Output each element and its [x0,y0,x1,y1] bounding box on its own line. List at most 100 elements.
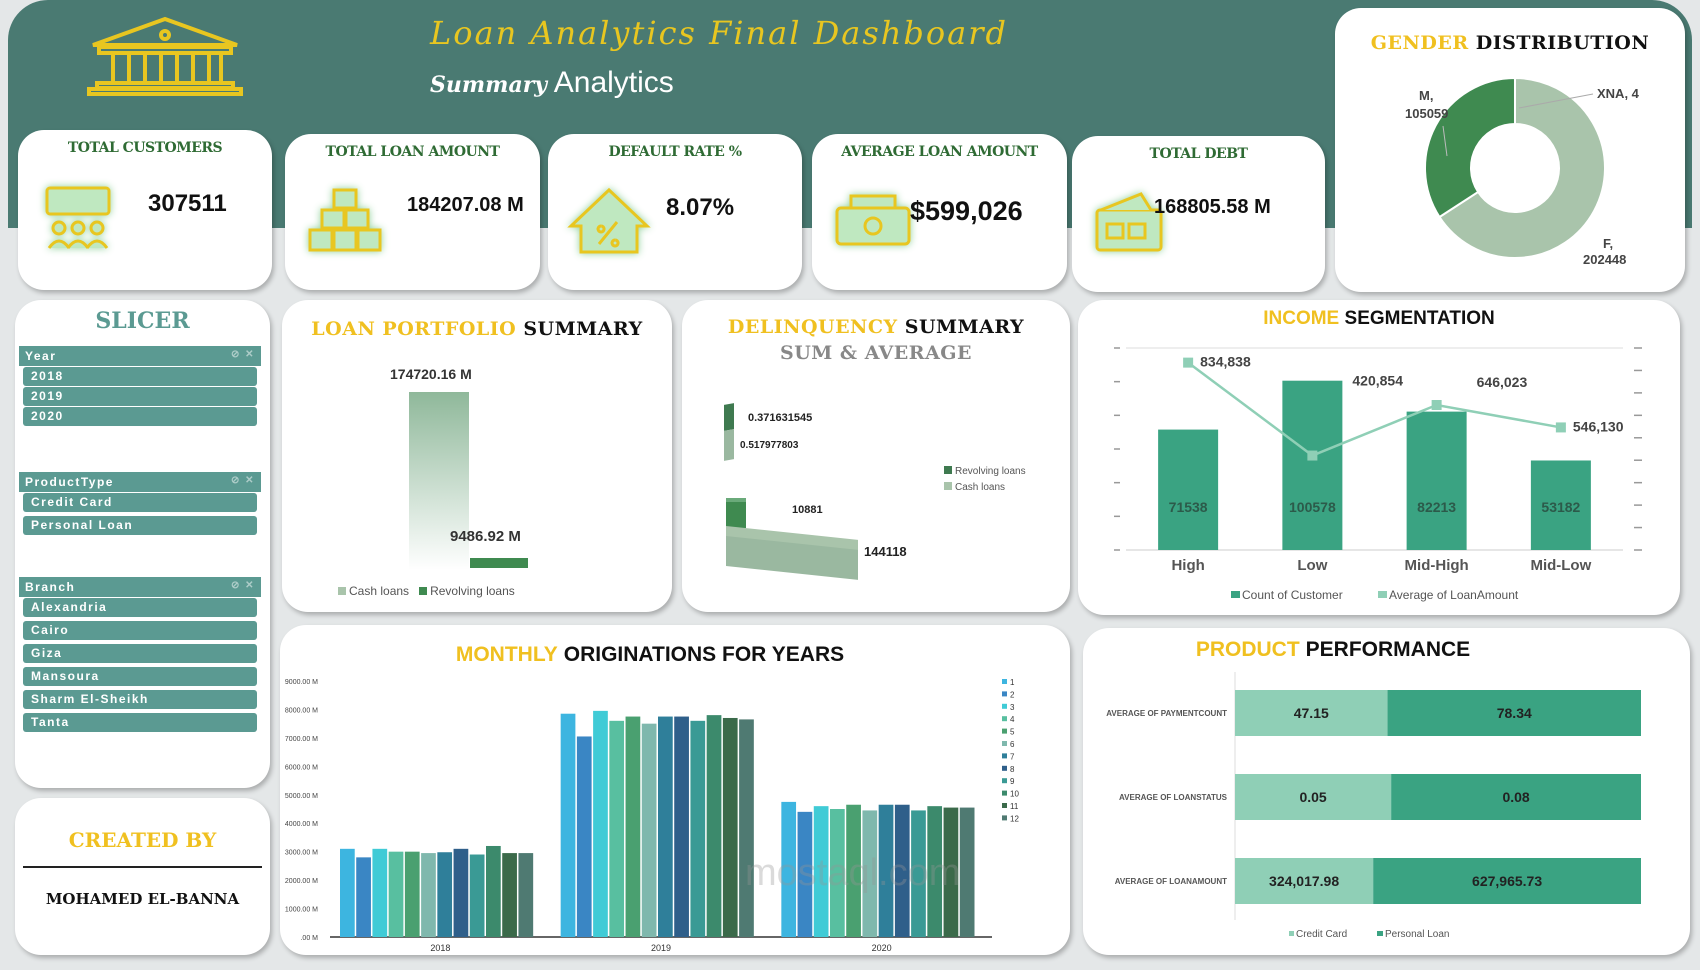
y-tick-label: 7000.00 M [285,736,318,743]
slicer-header-branch: Branch ⊘ ✕ [19,577,261,597]
bar-2018-month-1 [340,848,355,937]
cash-loans-label: 174720.16 M [390,366,472,382]
legend-revolving: Revolving loans [955,466,1026,477]
category-label: 2020 [872,943,892,953]
clear-filter-icon[interactable]: ⊘ ✕ [230,580,255,591]
line-value-label: 420,854 [1352,373,1403,389]
slicer-item[interactable]: Sharm El-Sheikh [23,690,257,709]
legend-month: 2 [1010,690,1015,699]
callout-line [1442,125,1448,157]
bar-personal-loan [1391,774,1641,820]
subtitle-summary: Summary [430,72,548,98]
legend-month: 12 [1010,814,1019,823]
kpi-card: TOTAL LOAN AMOUNT 184207.08 M [285,134,540,290]
product-title-b: PERFORMANCE [1306,638,1471,661]
kpi-title: TOTAL DEBT [1149,146,1248,162]
legend-swatch [1002,765,1007,771]
bar-personal-loan [1373,858,1641,904]
slicer-header-label: Year [25,349,57,363]
bar-2019-month-12 [739,719,754,937]
bar-2018-month-3 [372,848,388,937]
bar-2020-month-5 [846,804,861,937]
value-label: 627,965.73 [1472,873,1542,889]
legend-swatch [1231,591,1240,598]
slicer-item[interactable]: Cairo [23,621,257,640]
slicer-item[interactable]: 2020 [23,407,257,426]
y-tick-label: .00 M [300,935,318,942]
bar-2020-month-11 [943,807,959,937]
category-label: AVERAGE OF LOANSTATUS [1119,793,1228,802]
legend-month: 11 [1010,802,1019,811]
house-percent-icon [567,187,651,254]
value-label: 47.15 [1294,705,1329,721]
bar-2020-month-2 [797,811,813,937]
bar-value-label: 100578 [1289,499,1336,515]
slicer-item[interactable]: Alexandria [23,598,257,617]
category-label: AVERAGE OF PAYMENTCOUNT [1106,709,1227,718]
slicer-item[interactable]: 2018 [23,367,257,386]
legend-swatch [1002,815,1007,821]
slicer-header-year: Year ⊘ ✕ [19,346,261,366]
donut-label: F, [1603,236,1613,251]
legend-month: 10 [1010,790,1019,799]
legend-cash: Cash loans [349,584,410,598]
bar-value-label: 53182 [1541,499,1580,515]
legend-month: 8 [1010,765,1015,774]
clear-filter-icon[interactable]: ⊘ ✕ [230,475,255,486]
gender-title-b: DISTRIBUTION [1475,32,1650,54]
bar-2020-month-3 [813,806,829,937]
bar-2019-month-6 [641,723,657,937]
slicer-item[interactable]: 2019 [23,387,257,406]
avg-cash-label: 0.517977803 [740,440,799,451]
bar-2019-month-7 [658,716,673,937]
y-tick-label: 2000.00 M [285,878,318,885]
kpi-title: AVERAGE LOAN AMOUNT [841,144,1038,160]
slicer-item[interactable]: Credit Card [23,493,257,512]
bar-2018-month-6 [421,853,436,937]
legend-personal-loan: Personal Loan [1385,929,1450,940]
legend-month: 4 [1010,715,1015,724]
slicer-item[interactable]: Tanta [23,713,257,732]
category-label: Mid-Low [1530,557,1591,574]
kpi-card: DEFAULT RATE % 8.07% [548,134,802,290]
delinquency-legend: Revolving loans Cash loans [944,464,1026,496]
created-by-label: CREATED BY [68,828,217,852]
avg-revolving-bar [724,403,734,431]
value-label: 0.08 [1502,789,1529,805]
customers-icon [45,186,111,249]
legend-swatch [1002,728,1007,734]
slicer-panel: SLICER Year ⊘ ✕ 2018 2019 2020 ProductType ⊘ ✕… [15,300,270,788]
donut-label: 202448 [1583,252,1626,267]
y-tick-label: 6000.00 M [285,764,318,771]
monthly-title-b: ORIGINATIONS FOR YEARS [564,643,844,666]
y-tick-label: 5000.00 M [285,793,318,800]
slicer-item[interactable]: Personal Loan [23,516,257,535]
subtitle-analytics: Analytics [553,66,674,99]
legend-revolving: Revolving loans [430,584,515,598]
category-label: High [1171,557,1204,574]
slicer-item[interactable]: Giza [23,644,257,663]
category-label: Mid-High [1405,557,1469,574]
avg-revolving-label: 0.371631545 [748,412,813,424]
divider [23,866,262,868]
bar-credit-card [1235,774,1392,820]
line-value-label: 646,023 [1477,374,1528,390]
legend-swatch [1002,803,1007,808]
legend-credit-card: Credit Card [1296,929,1347,940]
category-label: Low [1297,557,1327,574]
legend-average: Average of LoanAmount [1389,588,1519,602]
kpi-value: $599,026 [910,196,1023,226]
donut-label: M, [1419,88,1433,103]
legend-swatch [1002,703,1007,709]
bar-2019-month-8 [674,716,689,937]
product-title-a: PRODUCT [1196,638,1300,661]
slicer-header-producttype: ProductType ⊘ ✕ [19,472,261,492]
bar-2019-month-10 [706,715,722,937]
slicer-item[interactable]: Mansoura [23,667,257,686]
dashboard-subtitle: Summary Analytics [430,66,674,100]
legend-month: 1 [1010,678,1015,687]
bar-2020-month-7 [878,804,894,937]
bar-2020-month-12 [959,807,975,937]
clear-filter-icon[interactable]: ⊘ ✕ [230,349,255,360]
avg-cash-bar [724,429,734,461]
